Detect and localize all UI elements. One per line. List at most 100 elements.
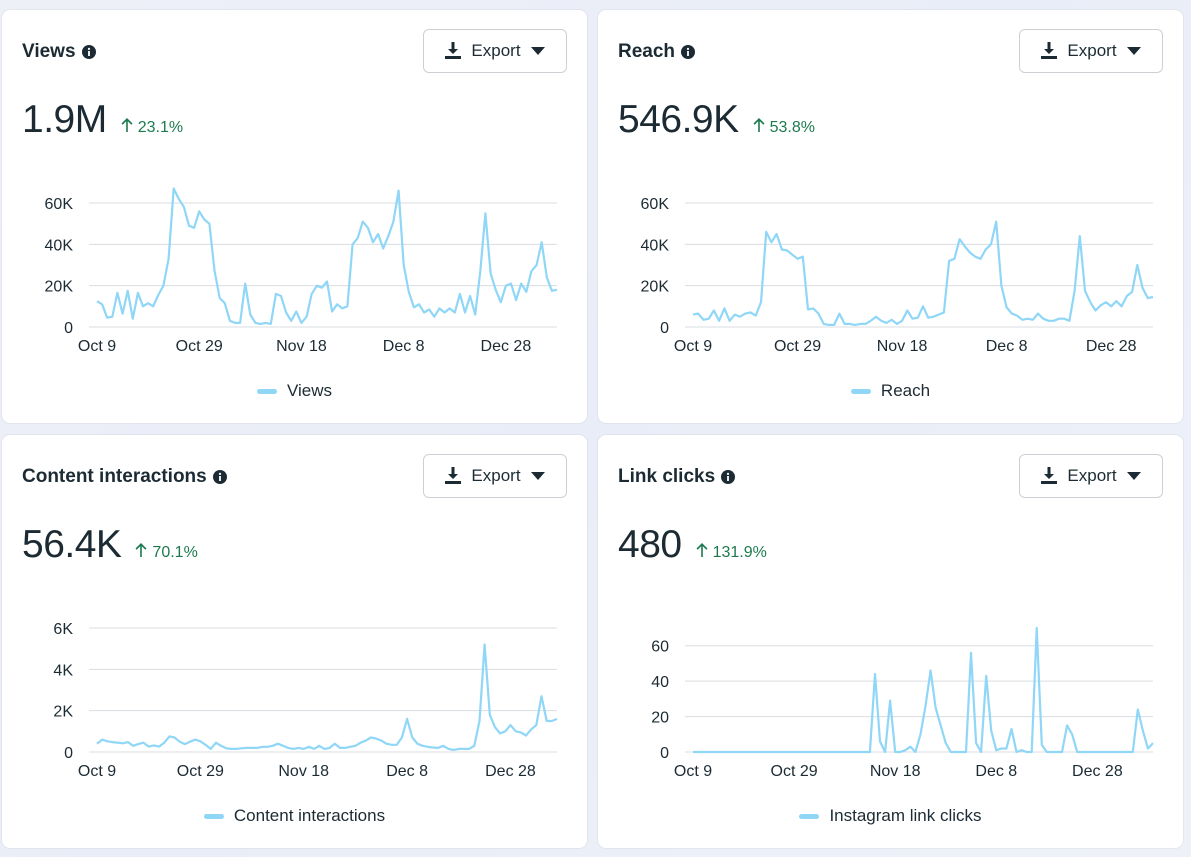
content-interactions-card: Content interactions Export 56.4K 70.1% … — [2, 435, 587, 848]
metric-change: 53.8% — [753, 118, 815, 137]
metric-change-value: 70.1% — [152, 543, 198, 561]
metric-change: 131.9% — [696, 543, 767, 562]
views-card: Views Export 1.9M 23.1% 0 20K 40K 60K Oct 9 O… — [2, 10, 587, 423]
info-icon[interactable] — [212, 470, 227, 484]
x-tick-label: Oct 9 — [674, 338, 712, 355]
views-chart: 0 20K 40K 60K Oct 9 Oct 29 Nov 18 Dec 8 Dec 28 — [45, 187, 558, 355]
metric-change: 23.1% — [121, 118, 183, 137]
reach-chart: 0 20K 40K 60K Oct 9 Oct 29 Nov 18 Dec 8 Dec 28 — [641, 196, 1154, 355]
x-tick-label: Dec 8 — [986, 338, 1028, 355]
download-icon — [1041, 467, 1058, 485]
link-clicks-chart: 0 20 40 60 Oct 9 Oct 29 Nov 18 Dec 8 Dec 28 — [651, 626, 1154, 780]
metric-row: 1.9M 23.1% — [22, 98, 183, 142]
x-tick-label: Oct 9 — [78, 763, 116, 780]
metric-change-value: 131.9% — [712, 543, 767, 561]
arrow-up-icon — [696, 543, 708, 562]
export-button[interactable]: Export — [1019, 454, 1163, 498]
series-line — [96, 643, 558, 751]
y-tick-label: 6K — [53, 621, 73, 638]
x-tick-label: Dec 28 — [1086, 338, 1137, 355]
y-tick-label: 0 — [660, 320, 669, 337]
info-icon[interactable] — [681, 45, 696, 59]
y-tick-label: 60K — [641, 196, 670, 213]
export-button[interactable]: Export — [1019, 29, 1163, 73]
card-title-row: Link clicks — [618, 466, 736, 488]
x-tick-label: Nov 18 — [877, 338, 928, 355]
x-tick-label: Oct 29 — [771, 763, 818, 780]
y-tick-label: 20K — [641, 279, 670, 296]
metric-change-value: 23.1% — [137, 118, 184, 136]
reach-card: Reach Export 546.9K 53.8% 0 20K 40K 60K Oct … — [598, 10, 1183, 423]
metric-value: 480 — [618, 523, 682, 566]
chart-legend[interactable]: Content interactions — [2, 806, 587, 826]
export-button[interactable]: Export — [423, 29, 567, 73]
metric-row: 546.9K 53.8% — [618, 98, 815, 142]
x-tick-label: Dec 28 — [481, 338, 532, 355]
metric-row: 480 131.9% — [618, 523, 767, 567]
x-tick-label: Oct 29 — [774, 338, 821, 355]
x-tick-label: Oct 29 — [176, 338, 223, 355]
legend-swatch — [850, 388, 871, 394]
legend-label: Instagram link clicks — [829, 806, 982, 825]
y-tick-label: 0 — [64, 745, 73, 762]
chart-legend[interactable]: Instagram link clicks — [598, 806, 1183, 826]
card-title-row: Reach — [618, 41, 696, 63]
y-tick-label: 20K — [45, 279, 74, 296]
card-title: Reach — [618, 41, 676, 62]
x-tick-label: Nov 18 — [278, 763, 329, 780]
info-icon[interactable] — [721, 470, 736, 484]
arrow-up-icon — [135, 543, 147, 562]
x-tick-label: Oct 9 — [78, 338, 116, 355]
x-tick-label: Nov 18 — [870, 763, 921, 780]
legend-label: Reach — [880, 381, 931, 400]
y-tick-label: 2K — [53, 704, 73, 721]
card-title-row: Content interactions — [22, 466, 227, 488]
download-icon — [445, 467, 462, 485]
export-label: Export — [471, 41, 521, 60]
export-label: Export — [1067, 41, 1117, 60]
y-tick-label: 40K — [641, 237, 670, 254]
x-tick-label: Dec 8 — [386, 763, 428, 780]
legend-label: Content interactions — [233, 806, 386, 825]
metric-value: 56.4K — [22, 523, 122, 566]
metric-change-value: 53.8% — [769, 118, 815, 136]
card-title-row: Views — [22, 41, 96, 63]
x-tick-label: Oct 29 — [177, 763, 224, 780]
card-title: Views — [22, 41, 76, 62]
caret-down-icon — [1126, 472, 1141, 480]
arrow-up-icon — [753, 118, 765, 137]
series-line — [96, 187, 558, 325]
link-clicks-card: Link clicks Export 480 131.9% 0 20 40 60 Oct… — [598, 435, 1183, 848]
x-tick-label: Oct 9 — [674, 763, 712, 780]
legend-swatch — [203, 813, 224, 819]
x-tick-label: Nov 18 — [276, 338, 327, 355]
x-tick-label: Dec 28 — [1072, 763, 1123, 780]
chart-legend[interactable]: Reach — [598, 381, 1183, 401]
content-interactions-chart: 0 2K 4K 6K Oct 9 Oct 29 Nov 18 Dec 8 Dec 28 — [53, 621, 558, 780]
metric-row: 56.4K 70.1% — [22, 523, 198, 567]
card-title: Content interactions — [22, 466, 207, 487]
legend-swatch — [799, 813, 820, 819]
export-button[interactable]: Export — [423, 454, 567, 498]
legend-label: Views — [286, 381, 333, 400]
export-label: Export — [471, 466, 521, 485]
y-tick-label: 40 — [651, 674, 669, 691]
metric-value: 1.9M — [22, 98, 107, 141]
export-label: Export — [1067, 466, 1117, 485]
download-icon — [445, 42, 462, 60]
caret-down-icon — [530, 47, 545, 55]
x-tick-label: Dec 8 — [383, 338, 425, 355]
y-tick-label: 4K — [53, 662, 73, 679]
x-tick-label: Dec 28 — [485, 763, 536, 780]
series-line — [693, 626, 1154, 754]
series-line — [692, 220, 1154, 326]
metric-change: 70.1% — [135, 543, 198, 562]
caret-down-icon — [1126, 47, 1141, 55]
chart-legend[interactable]: Views — [2, 381, 587, 401]
metric-value: 546.9K — [618, 98, 739, 141]
x-tick-label: Dec 8 — [975, 763, 1017, 780]
info-icon[interactable] — [81, 45, 96, 59]
download-icon — [1041, 42, 1058, 60]
y-tick-label: 60K — [45, 196, 74, 213]
y-tick-label: 40K — [45, 237, 74, 254]
